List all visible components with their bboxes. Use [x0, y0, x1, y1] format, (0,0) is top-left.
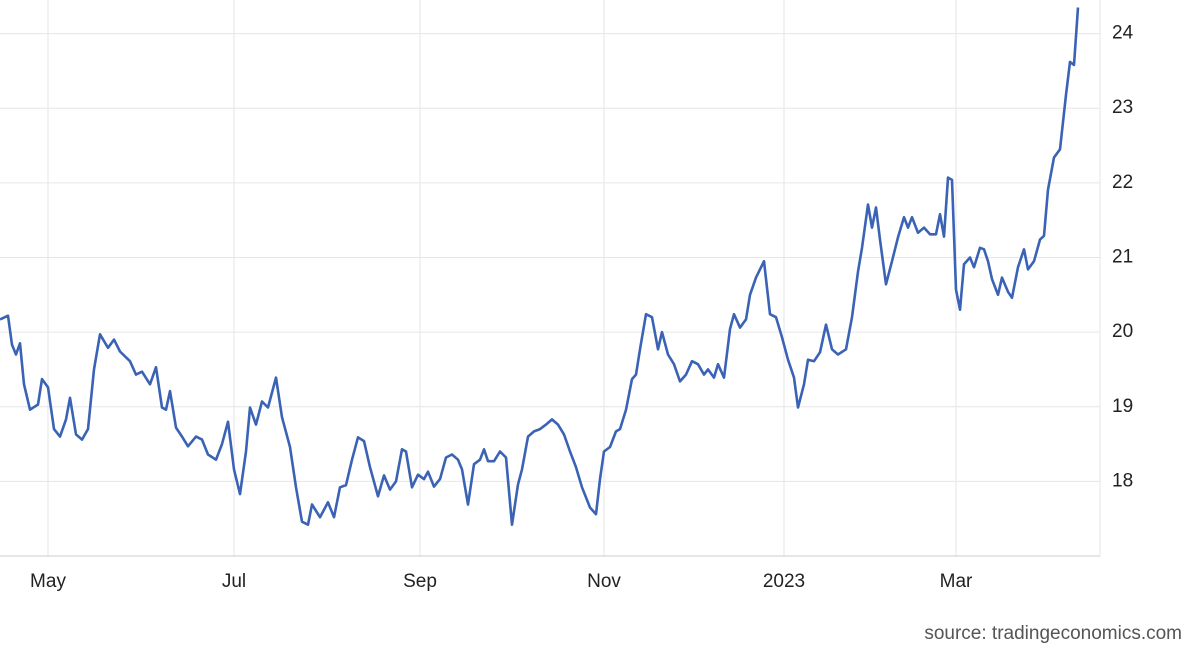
x-tick-label: May: [30, 571, 66, 592]
x-tick-label: Jul: [222, 571, 246, 592]
data-line: [0, 7, 1080, 526]
x-tick-label: Nov: [587, 571, 621, 592]
y-tick-label: 19: [1112, 396, 1133, 417]
x-tick-label: Sep: [403, 571, 437, 592]
x-tick-label: Mar: [940, 571, 973, 592]
source-note: source: tradingeconomics.com: [924, 623, 1182, 644]
y-tick-label: 20: [1112, 321, 1133, 342]
y-tick-label: 24: [1112, 23, 1134, 44]
y-tick-label: 23: [1112, 97, 1133, 118]
x-tick-label: 2023: [763, 571, 805, 592]
y-tick-label: 22: [1112, 172, 1133, 193]
y-tick-label: 18: [1112, 470, 1133, 491]
y-tick-label: 21: [1112, 246, 1133, 267]
